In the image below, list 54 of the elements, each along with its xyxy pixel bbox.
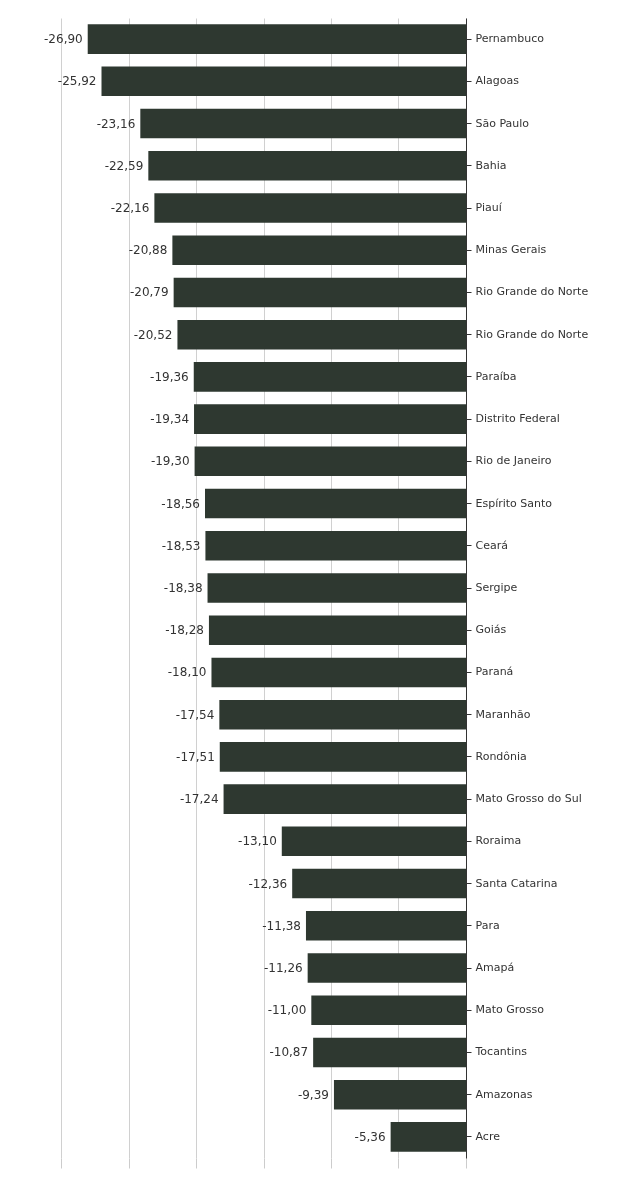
y-tick-label: Tocantins [474,1045,528,1059]
y-tick-label: Roraima [475,834,522,848]
data-label: -17,54 [175,707,215,722]
data-label: -20,79 [129,285,169,300]
data-label: -19,30 [150,454,190,469]
data-label: -18,56 [161,496,200,511]
y-tick-label: São Paulo [475,116,530,130]
data-label: -18,10 [167,665,207,680]
data-label: -20,52 [133,327,173,342]
y-tick-label: Bahia [475,158,507,172]
y-tick-label: Rio de Janeiro [475,454,552,468]
y-tick-label: Goiás [475,623,507,637]
y-tick-label: Minas Gerais [475,243,547,257]
y-tick-label: Sergipe [475,581,518,594]
y-tick-label: Piauí [475,201,503,214]
y-tick-label: Amazonas [475,1087,533,1101]
data-label: -12,36 [248,876,288,891]
data-label: -20,88 [128,243,168,258]
y-tick-label: Para [475,918,500,932]
data-label: -22,59 [104,158,144,173]
data-label: -10,87 [269,1045,309,1060]
data-label: -17,24 [179,792,219,807]
y-tick-label: Paraíba [475,369,517,383]
y-tick-label: Acre [475,1129,501,1143]
y-tick-label: Amapá [475,961,515,974]
data-label: -18,28 [165,623,204,638]
data-label: -18,38 [163,581,203,595]
data-label: -11,26 [263,961,303,975]
y-tick-label: Distrito Federal [475,412,560,426]
data-label: -26,90 [44,32,83,47]
y-tick-label: Pernambuco [475,32,545,46]
y-tick-label: Ceará [475,538,508,552]
data-label: -9,39 [297,1087,329,1102]
data-label: -11,38 [262,918,301,933]
data-label: -5,36 [354,1129,386,1144]
y-tick-label: Espírito Santo [475,496,553,510]
data-label: -11,00 [267,1003,307,1018]
data-label: -19,34 [150,412,190,427]
y-tick-label: Alagoas [475,74,520,88]
data-label: -17,51 [176,749,215,764]
data-label: -18,53 [161,538,201,553]
data-label: -19,36 [150,369,189,384]
y-tick-label: Rondônia [475,749,527,763]
data-label: -22,16 [110,201,150,215]
y-tick-label: Maranhão [475,707,531,721]
data-label: -25,92 [57,74,97,89]
data-label: -13,10 [238,834,277,849]
y-tick-label: Mato Grosso [475,1003,545,1017]
y-tick-label: Santa Catarina [475,876,558,890]
y-tick-label: Rio Grande do Norte [475,285,589,299]
y-tick-label: Rio Grande do Norte [475,327,589,341]
y-tick-label: Paraná [475,665,514,679]
data-label: -23,16 [96,116,136,131]
y-tick-label: Mato Grosso do Sul [475,792,582,806]
